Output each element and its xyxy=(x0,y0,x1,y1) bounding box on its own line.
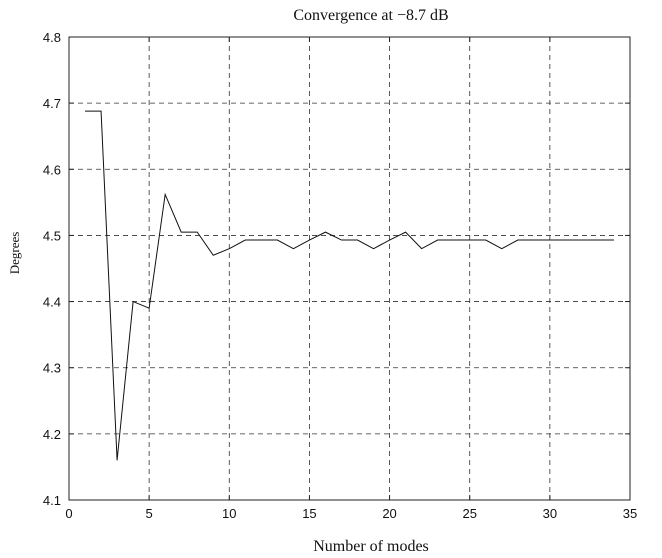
data-point xyxy=(132,300,135,303)
x-axis-label: Number of modes xyxy=(313,538,429,555)
data-point xyxy=(212,254,215,257)
y-axis-ticks: 4.1 4.2 4.3 4.4 4.5 4.6 4.7 4.8 xyxy=(43,30,630,508)
y-tick-label: 4.1 xyxy=(43,493,61,508)
data-point xyxy=(276,239,279,242)
data-point xyxy=(564,239,567,242)
data-point xyxy=(500,247,503,250)
data-point xyxy=(356,239,359,242)
x-tick-label: 15 xyxy=(302,506,316,521)
x-tick-label: 30 xyxy=(543,506,557,521)
data-point xyxy=(372,247,375,250)
series-points xyxy=(84,110,616,462)
x-tick-label: 0 xyxy=(65,506,72,521)
plot-frame xyxy=(68,36,631,501)
data-point xyxy=(484,239,487,242)
data-point xyxy=(84,110,87,113)
data-point xyxy=(244,239,247,242)
y-axis-label: Degrees xyxy=(7,232,22,275)
x-tick-label: 10 xyxy=(222,506,236,521)
data-point xyxy=(260,239,263,242)
data-point xyxy=(228,247,231,250)
data-point xyxy=(612,239,615,242)
data-point xyxy=(324,231,327,234)
data-point xyxy=(532,239,535,242)
data-point xyxy=(468,239,471,242)
x-tick-label: 20 xyxy=(382,506,396,521)
y-tick-label: 4.4 xyxy=(43,295,61,310)
data-point xyxy=(580,239,583,242)
chart-title: Convergence at −8.7 dB xyxy=(293,7,448,24)
y-tick-label: 4.5 xyxy=(43,228,61,243)
data-point xyxy=(404,231,407,234)
data-point xyxy=(148,307,151,310)
data-point xyxy=(340,239,343,242)
grid xyxy=(69,37,630,500)
data-point xyxy=(516,239,519,242)
data-point xyxy=(180,231,183,234)
data-point xyxy=(100,110,103,113)
x-tick-label: 5 xyxy=(146,506,153,521)
data-point xyxy=(420,247,423,250)
y-tick-label: 4.8 xyxy=(43,30,61,45)
data-point xyxy=(436,239,439,242)
x-tick-label: 25 xyxy=(462,506,476,521)
data-point xyxy=(292,247,295,250)
data-point xyxy=(548,239,551,242)
data-point xyxy=(164,193,167,196)
y-tick-label: 4.6 xyxy=(43,162,61,177)
data-point xyxy=(116,459,119,462)
x-axis-ticks: 0 5 10 15 20 25 30 35 xyxy=(65,37,637,521)
y-tick-label: 4.7 xyxy=(43,96,61,111)
data-point xyxy=(452,239,455,242)
y-tick-label: 4.2 xyxy=(43,427,61,442)
series-line xyxy=(85,110,614,461)
data-point xyxy=(596,239,599,242)
data-point xyxy=(388,239,391,242)
data-point xyxy=(308,239,311,242)
x-tick-label: 35 xyxy=(623,506,637,521)
y-tick-label: 4.3 xyxy=(43,361,61,376)
data-point xyxy=(196,231,199,234)
